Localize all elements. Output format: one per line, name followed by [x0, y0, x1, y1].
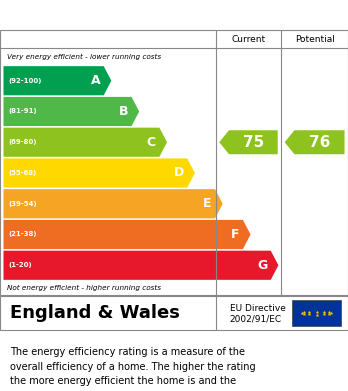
Text: 76: 76 [309, 135, 330, 150]
Text: (69-80): (69-80) [9, 139, 37, 145]
Text: (39-54): (39-54) [9, 201, 37, 207]
Polygon shape [3, 66, 111, 95]
Polygon shape [285, 130, 345, 154]
Polygon shape [3, 158, 195, 188]
Text: A: A [90, 74, 100, 87]
Text: E: E [203, 197, 212, 210]
Text: (1-20): (1-20) [9, 262, 32, 268]
Text: (92-100): (92-100) [9, 78, 42, 84]
Text: (55-68): (55-68) [9, 170, 37, 176]
Text: Not energy efficient - higher running costs: Not energy efficient - higher running co… [7, 285, 161, 291]
Text: The energy efficiency rating is a measure of the
overall efficiency of a home. T: The energy efficiency rating is a measur… [10, 347, 256, 391]
Text: F: F [231, 228, 239, 241]
Text: Energy Efficiency Rating: Energy Efficiency Rating [10, 7, 220, 23]
Text: 2002/91/EC: 2002/91/EC [230, 315, 282, 324]
Polygon shape [3, 251, 278, 280]
Text: D: D [174, 167, 184, 179]
Text: B: B [119, 105, 128, 118]
Text: (81-91): (81-91) [9, 108, 37, 115]
Text: Current: Current [231, 35, 266, 44]
Text: G: G [257, 259, 267, 272]
Text: (21-38): (21-38) [9, 231, 37, 237]
Polygon shape [3, 189, 223, 218]
Polygon shape [3, 220, 251, 249]
Text: Very energy efficient - lower running costs: Very energy efficient - lower running co… [7, 54, 161, 60]
Text: C: C [147, 136, 156, 149]
FancyBboxPatch shape [292, 300, 341, 326]
Text: 75: 75 [243, 135, 264, 150]
Polygon shape [3, 97, 139, 126]
Text: Potential: Potential [295, 35, 334, 44]
Text: England & Wales: England & Wales [10, 304, 180, 322]
Text: EU Directive: EU Directive [230, 303, 286, 312]
Polygon shape [219, 130, 278, 154]
Polygon shape [3, 128, 167, 157]
